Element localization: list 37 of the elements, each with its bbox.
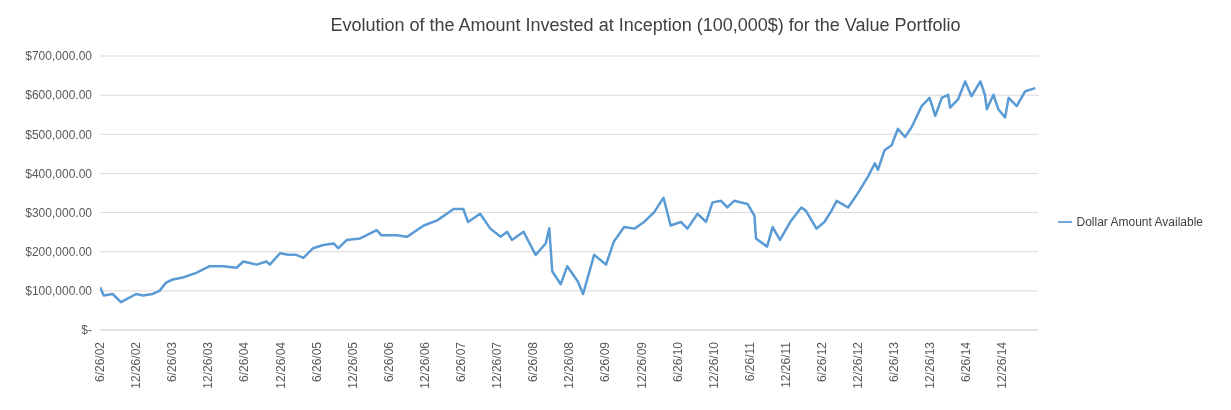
x-tick-label: 12/26/06	[417, 341, 432, 389]
x-tick-label: 6/26/04	[237, 341, 252, 383]
x-tick-label: 12/26/12	[851, 341, 866, 389]
x-tick-label: 6/26/08	[526, 341, 541, 383]
x-tick-label: 6/26/13	[887, 341, 902, 383]
y-tick-label: $200,000.00	[25, 244, 93, 259]
x-tick-label: 12/26/07	[490, 341, 505, 389]
y-tick-label: $300,000.00	[25, 205, 93, 220]
x-tick-label: 12/26/14	[995, 341, 1010, 389]
y-tick-label: $-	[81, 323, 92, 338]
y-tick-label: $600,000.00	[25, 88, 93, 103]
x-tick-label: 6/26/10	[670, 341, 685, 383]
x-tick-label: 6/26/14	[959, 341, 974, 383]
x-tick-label: 6/26/12	[815, 341, 830, 383]
x-tick-label: 12/26/09	[634, 341, 649, 389]
y-tick-label: $700,000.00	[25, 49, 93, 64]
x-tick-label: 6/26/05	[309, 341, 324, 383]
x-tick-label: 6/26/11	[742, 341, 757, 382]
x-tick-label: 12/26/02	[129, 341, 144, 389]
x-tick-label: 6/26/02	[93, 341, 107, 383]
y-tick-label: $400,000.00	[25, 166, 93, 181]
x-tick-label: 12/26/05	[345, 341, 360, 389]
x-tick-label: 12/26/03	[201, 341, 216, 389]
y-tick-label: $100,000.00	[25, 284, 93, 299]
x-tick-label: 6/26/03	[165, 341, 180, 383]
x-tick-label: 12/26/08	[562, 341, 577, 389]
x-tick-label: 12/26/04	[273, 341, 288, 389]
chart-title: Evolution of the Amount Invested at Inception (100,000$) for the Value Portfolio	[329, 14, 962, 37]
x-tick-label: 12/26/11	[778, 341, 793, 388]
x-tick-label: 6/26/06	[381, 341, 396, 383]
x-tick-label: 6/26/09	[598, 341, 613, 383]
x-tick-label: 12/26/13	[923, 341, 938, 389]
line-series	[100, 80, 1037, 304]
x-tick-label: 6/26/07	[453, 341, 468, 383]
x-tick-label: 12/26/10	[706, 341, 721, 389]
y-tick-label: $500,000.00	[25, 127, 93, 142]
legend-label: Dollar Amount Available	[1076, 214, 1203, 229]
